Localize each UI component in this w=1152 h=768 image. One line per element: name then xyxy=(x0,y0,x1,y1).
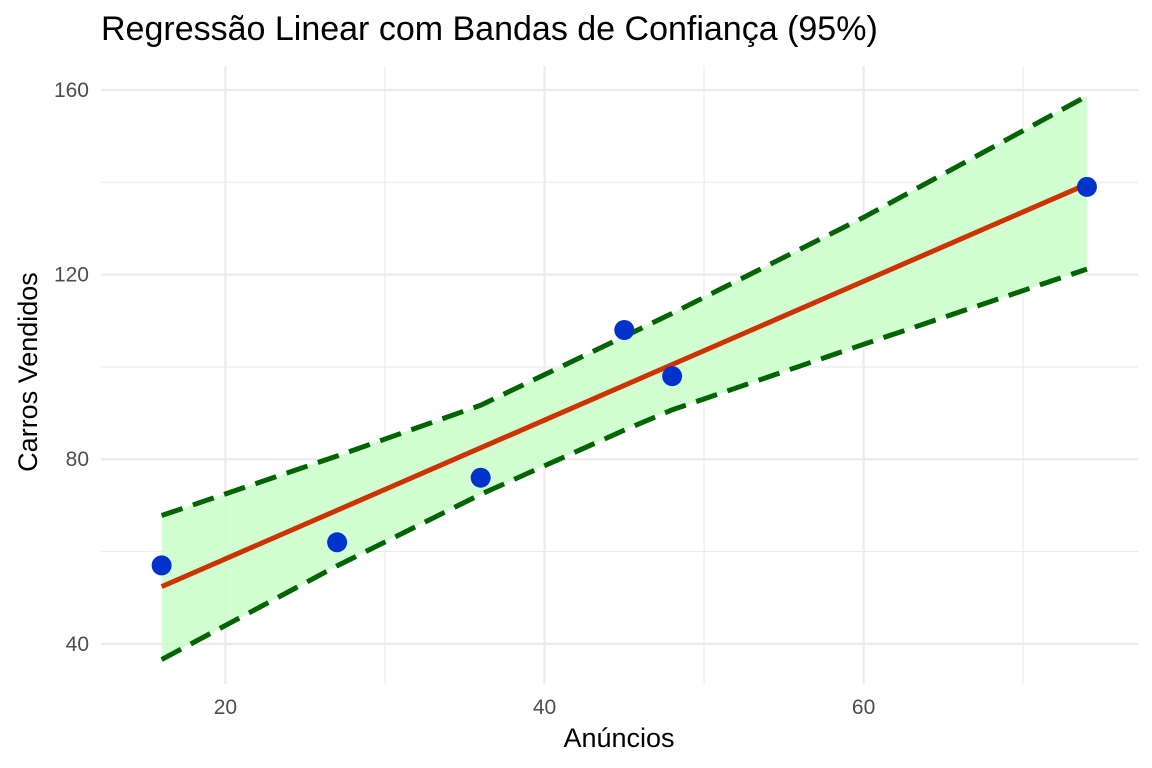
data-points xyxy=(151,176,1097,576)
chart-title: Regressão Linear com Bandas de Confiança… xyxy=(101,10,878,48)
y-tick-label: 120 xyxy=(54,264,89,287)
y-tick-label: 160 xyxy=(54,79,89,102)
regression-line xyxy=(160,181,1088,589)
regression-line-group xyxy=(160,181,1088,589)
data-point xyxy=(614,320,635,340)
data-point xyxy=(470,467,491,488)
x-tick-label: 20 xyxy=(214,696,237,719)
confidence-band-area xyxy=(161,96,1087,660)
y-tick-label: 80 xyxy=(66,448,89,471)
x-tick-label: 60 xyxy=(852,696,875,719)
x-axis-ticks: 20 40 60 xyxy=(214,696,876,719)
x-axis-title: Anúncios xyxy=(563,723,674,753)
data-point xyxy=(662,366,683,387)
y-axis-ticks: 40 80 120 160 xyxy=(54,79,89,656)
y-axis-title: Carros Vendidos xyxy=(13,272,43,472)
y-tick-label: 40 xyxy=(66,633,89,656)
data-point xyxy=(151,555,172,576)
data-point xyxy=(1076,176,1097,197)
confidence-band xyxy=(160,93,1089,662)
data-point xyxy=(327,532,348,553)
x-tick-label: 40 xyxy=(533,696,556,719)
lower-confidence-line xyxy=(160,266,1088,662)
